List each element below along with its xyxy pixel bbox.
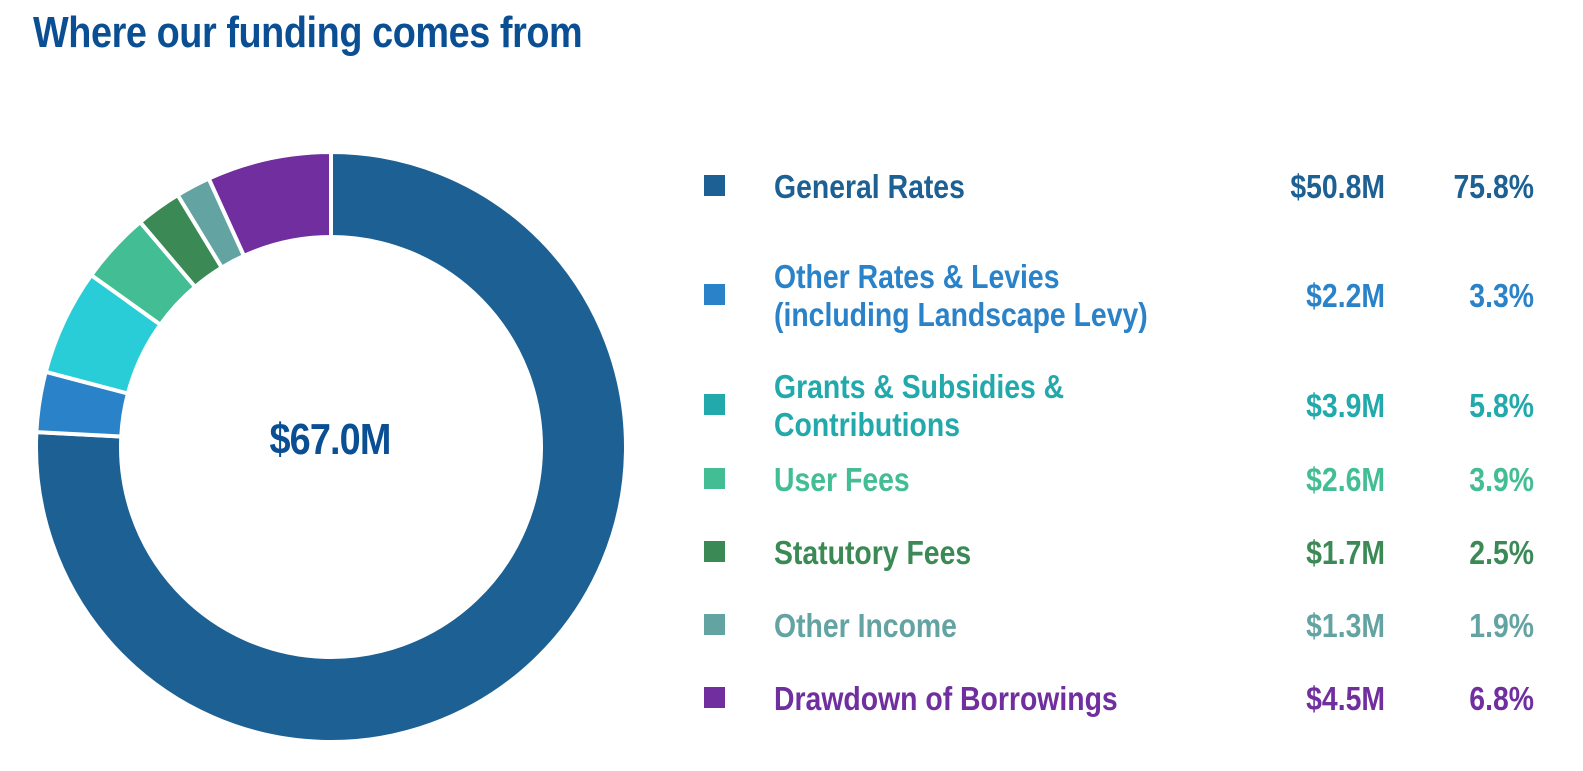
legend-swatch	[704, 394, 725, 415]
legend-row: Statutory Fees $1.7M 2.5%	[0, 534, 1583, 572]
legend-row: User Fees $2.6M 3.9%	[0, 461, 1583, 499]
legend-amount: $4.5M	[1306, 680, 1385, 717]
legend-label-line: Drawdown of Borrowings	[774, 680, 1118, 717]
legend-label-line: Contributions	[774, 406, 961, 443]
legend-percent: 75.8%	[1453, 168, 1534, 205]
legend-percent: 5.8%	[1469, 387, 1534, 424]
legend-row: Other Rates & Levies (including Landscape…	[0, 258, 1583, 334]
legend-amount: $3.9M	[1306, 387, 1385, 424]
donut-slice-0	[34, 150, 628, 744]
legend-swatch	[704, 687, 725, 708]
legend-amount: $1.7M	[1306, 534, 1385, 571]
legend-percent: 1.9%	[1469, 607, 1534, 644]
legend-label-line: (including Landscape Levy)	[774, 296, 1148, 333]
legend-percent: 3.9%	[1469, 461, 1534, 498]
legend-label-line: User Fees	[774, 461, 910, 498]
legend-row: Other Income $1.3M 1.9%	[0, 607, 1583, 645]
legend-label-line: Other Rates & Levies	[774, 258, 1060, 295]
legend-percent: 3.3%	[1469, 277, 1534, 314]
legend-label-line: Grants & Subsidies &	[774, 368, 1065, 405]
donut-total-label: $67.0M	[269, 415, 391, 464]
legend-label-line: General Rates	[774, 168, 965, 205]
legend-percent: 6.8%	[1469, 680, 1534, 717]
legend-row: Drawdown of Borrowings $4.5M 6.8%	[0, 680, 1583, 718]
legend-label: General Rates	[774, 168, 1170, 206]
legend-label: Drawdown of Borrowings	[774, 680, 1170, 718]
legend-label: Other Rates & Levies (including Landscape…	[774, 258, 1170, 334]
legend-row: General Rates $50.8M 75.8%	[0, 168, 1583, 206]
legend-amount: $2.2M	[1306, 277, 1385, 314]
legend-swatch	[704, 175, 725, 196]
legend-row: Grants & Subsidies & Contributions $3.9M 5.…	[0, 368, 1583, 444]
legend-amount: $2.6M	[1306, 461, 1385, 498]
legend-label: Grants & Subsidies & Contributions	[774, 368, 1170, 444]
legend-swatch	[704, 284, 725, 305]
legend-amount: $50.8M	[1290, 168, 1385, 205]
donut-chart	[34, 150, 628, 744]
legend-percent: 2.5%	[1469, 534, 1534, 571]
legend-label: Statutory Fees	[774, 534, 1170, 572]
legend-label: User Fees	[774, 461, 1170, 499]
legend-amount: $1.3M	[1306, 607, 1385, 644]
legend-label: Other Income	[774, 607, 1170, 645]
legend-label-line: Other Income	[774, 607, 957, 644]
legend-swatch	[704, 614, 725, 635]
legend-label-line: Statutory Fees	[774, 534, 972, 571]
page-title: Where our funding comes from	[33, 8, 583, 57]
legend-swatch	[704, 468, 725, 489]
legend-swatch	[704, 541, 725, 562]
donut-slice-6	[206, 150, 333, 258]
